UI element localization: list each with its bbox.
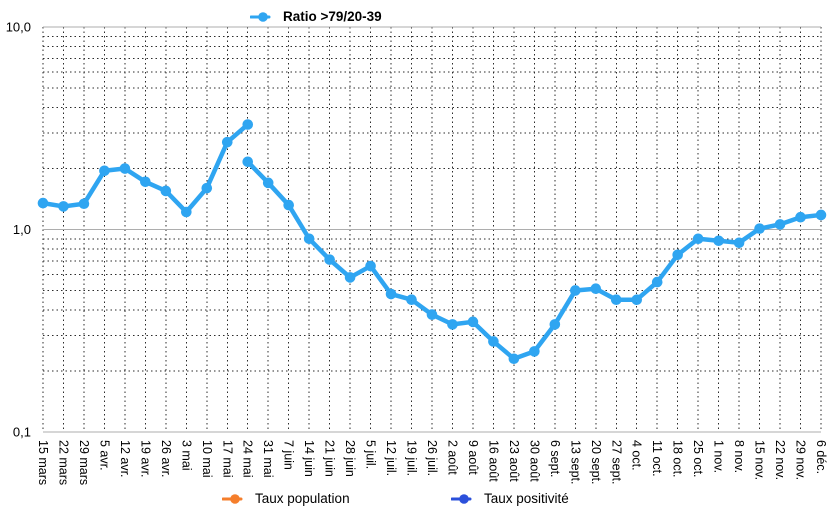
data-point-marker: [58, 201, 69, 212]
legend-label-ratio: Ratio >79/20-39: [283, 9, 382, 24]
data-point-marker: [774, 219, 786, 230]
svg-text:10 mai: 10 mai: [200, 440, 214, 478]
legend-label-taux-population: Taux population: [255, 491, 350, 506]
svg-text:26 avr.: 26 avr.: [159, 440, 173, 478]
svg-text:4 oct.: 4 oct.: [630, 440, 644, 471]
svg-text:25 oct.: 25 oct.: [691, 440, 705, 478]
data-point-marker: [242, 119, 254, 130]
legend-marker-taux-population-icon: [222, 493, 243, 504]
svg-text:23 août: 23 août: [507, 440, 521, 482]
x-axis-labels: 15 mars 22 mars 29 mars 5 avr. 12 avr. 19 avr…: [36, 440, 828, 485]
svg-text:15 mars: 15 mars: [36, 440, 50, 485]
legend-marker-taux-positivite-icon: [451, 493, 472, 504]
data-point-marker: [651, 276, 663, 288]
legend-item-taux-positivite[interactable]: Taux positivité: [451, 491, 569, 506]
data-point-marker: [570, 285, 581, 296]
data-point-marker: [549, 319, 561, 330]
svg-text:1,0: 1,0: [13, 222, 31, 237]
data-point-marker: [303, 233, 315, 245]
svg-text:15 nov.: 15 nov.: [753, 440, 767, 480]
data-point-marker: [283, 199, 294, 211]
data-point-marker: [467, 316, 479, 328]
data-point-marker: [426, 309, 438, 320]
svg-text:2 août: 2 août: [445, 440, 459, 475]
svg-text:29 nov.: 29 nov.: [794, 440, 808, 480]
y-axis-labels: 10,0 1,0 0,1: [6, 20, 31, 440]
data-point-marker: [99, 165, 110, 177]
data-point-marker: [610, 294, 622, 306]
data-point-marker: [160, 185, 172, 197]
svg-text:30 août: 30 août: [527, 440, 541, 482]
legend-item-taux-population[interactable]: Taux population: [222, 491, 350, 506]
svg-text:21 juin: 21 juin: [323, 440, 337, 477]
svg-text:22 mars: 22 mars: [56, 440, 70, 485]
svg-text:0,1: 0,1: [13, 425, 31, 440]
data-point-marker: [508, 353, 520, 365]
data-point-marker: [140, 176, 151, 188]
legend-marker-ratio-icon: [250, 11, 271, 22]
data-point-marker: [181, 206, 192, 218]
data-point-marker: [447, 319, 458, 330]
svg-text:11 oct.: 11 oct.: [650, 440, 664, 477]
svg-text:16 août: 16 août: [486, 440, 500, 482]
svg-text:8 nov.: 8 nov.: [732, 440, 746, 473]
data-point-marker: [324, 254, 335, 265]
svg-text:10,0: 10,0: [6, 20, 31, 35]
svg-text:31 mai: 31 mai: [261, 440, 275, 478]
data-point-marker: [672, 249, 683, 261]
y-minor-gridlines: [43, 35, 821, 372]
data-point-marker: [733, 237, 745, 249]
svg-text:5 avr.: 5 avr.: [97, 440, 111, 471]
data-point-marker: [406, 294, 417, 306]
svg-text:17 mai: 17 mai: [220, 440, 234, 478]
data-point-marker: [488, 336, 499, 347]
svg-text:29 mars: 29 mars: [77, 440, 91, 485]
svg-text:24 mai: 24 mai: [241, 440, 255, 478]
data-point-marker: [385, 288, 397, 300]
data-point-marker: [365, 260, 376, 272]
svg-text:12 juil.: 12 juil.: [384, 440, 398, 476]
svg-text:7 juin: 7 juin: [282, 440, 296, 470]
data-point-marker: [78, 198, 90, 210]
data-point-marker: [119, 163, 131, 174]
data-point-marker: [37, 197, 49, 209]
legend-label-taux-positivite: Taux positivité: [484, 491, 569, 506]
svg-text:1 nov.: 1 nov.: [712, 440, 726, 473]
svg-text:6 sept.: 6 sept.: [548, 440, 562, 478]
data-point-marker: [692, 233, 704, 245]
svg-text:12 avr.: 12 avr.: [118, 440, 132, 478]
svg-text:19 avr.: 19 avr.: [138, 440, 152, 478]
data-point-marker: [344, 272, 356, 283]
data-point-marker: [631, 294, 643, 306]
data-point-marker: [815, 209, 827, 221]
data-point-marker: [221, 136, 233, 148]
series-line-0: [40, 122, 824, 362]
svg-text:27 sept.: 27 sept.: [609, 440, 623, 484]
svg-text:19 juil.: 19 juil.: [405, 440, 419, 476]
data-point-marker: [795, 211, 806, 223]
data-point-marker: [590, 283, 602, 295]
legend-item-ratio[interactable]: Ratio >79/20-39: [250, 9, 382, 24]
svg-text:14 juin: 14 juin: [302, 440, 316, 477]
svg-text:22 nov.: 22 nov.: [773, 440, 787, 480]
svg-text:6 déc.: 6 déc.: [814, 440, 828, 474]
svg-text:26 juil.: 26 juil.: [425, 440, 439, 476]
series-markers-0: [37, 119, 827, 365]
svg-text:9 août: 9 août: [466, 440, 480, 475]
data-point-marker: [201, 182, 213, 194]
y-solid-gridlines: [43, 26, 821, 433]
svg-text:18 oct.: 18 oct.: [671, 440, 685, 478]
svg-text:13 sept.: 13 sept.: [568, 440, 582, 484]
svg-text:28 juin: 28 juin: [343, 440, 357, 477]
data-point-marker: [754, 223, 765, 234]
svg-text:3 mai: 3 mai: [179, 440, 193, 471]
data-point-marker: [713, 235, 724, 247]
data-point-marker: [242, 156, 254, 168]
svg-text:5 juil.: 5 juil.: [364, 440, 378, 469]
data-point-marker: [262, 177, 274, 189]
svg-text:20 sept.: 20 sept.: [589, 440, 603, 484]
data-point-marker: [529, 346, 540, 357]
